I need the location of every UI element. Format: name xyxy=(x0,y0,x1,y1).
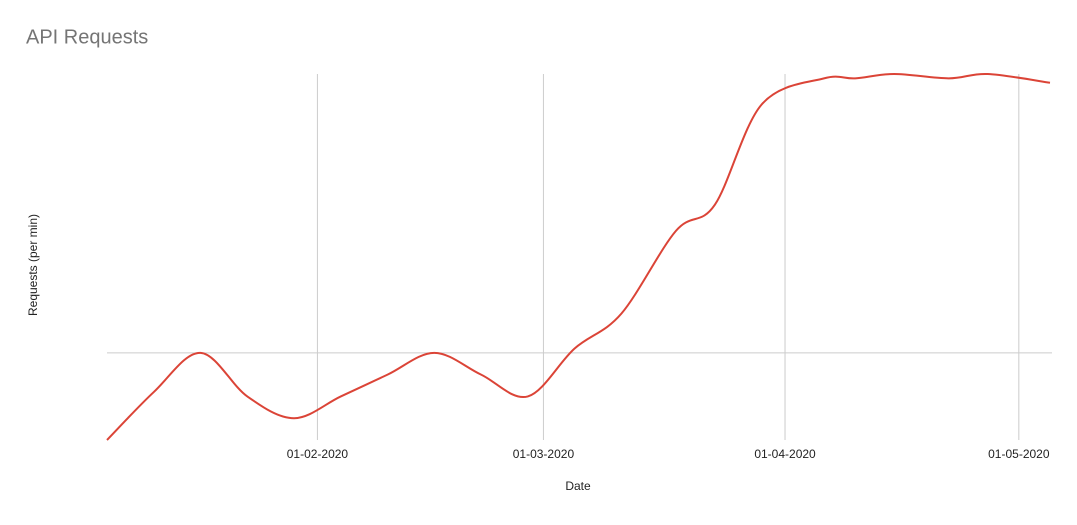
x-tick-label: 01-03-2020 xyxy=(513,447,575,461)
x-tick-label: 01-05-2020 xyxy=(988,447,1050,461)
data-line xyxy=(106,72,1051,441)
x-tick-label: 01-04-2020 xyxy=(754,447,816,461)
y-axis-label: Requests (per min) xyxy=(26,214,40,316)
x-axis-label: Date xyxy=(565,479,591,493)
x-tick-label: 01-02-2020 xyxy=(287,447,349,461)
chart-title: API Requests xyxy=(26,26,148,48)
